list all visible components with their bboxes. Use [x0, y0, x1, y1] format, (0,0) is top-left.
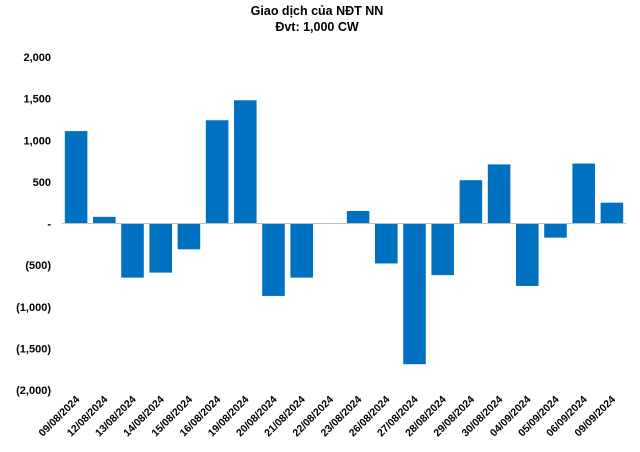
- bar: [431, 223, 454, 276]
- bar: [262, 223, 285, 296]
- y-tick-label: (1,000): [16, 302, 51, 314]
- bars: [64, 100, 624, 365]
- bar: [544, 223, 567, 238]
- y-axis: 2,000 1,500 1,000 500 - (500) (1,000) (1,500) (2…: [16, 52, 51, 397]
- y-tick-label: (1,500): [16, 343, 51, 355]
- bar: [121, 223, 144, 278]
- y-tick-label: 1,000: [23, 135, 51, 147]
- bar: [375, 223, 398, 264]
- y-tick-label: -: [47, 219, 51, 231]
- bar: [516, 223, 539, 286]
- y-tick-label: 2,000: [23, 52, 51, 64]
- bar: [177, 223, 201, 250]
- bar: [572, 163, 595, 224]
- y-tick-label: (2,000): [16, 385, 51, 397]
- bar: [487, 164, 511, 224]
- bar: [93, 216, 116, 224]
- x-axis: 09/08/202412/08/202413/08/202414/08/2024…: [37, 394, 619, 440]
- y-tick-label: 500: [33, 177, 51, 189]
- y-tick-label: 1,500: [23, 94, 51, 106]
- bar: [64, 131, 88, 224]
- chart-title: Giao dịch của NĐT NN: [251, 4, 384, 18]
- bar: [459, 180, 483, 224]
- y-tick-label: (500): [25, 260, 51, 272]
- bar: [346, 211, 370, 224]
- chart-subtitle: Đvt: 1,000 CW: [275, 20, 359, 34]
- bar: [205, 120, 229, 224]
- bar: [290, 223, 313, 278]
- bar: [403, 223, 426, 365]
- bar: [600, 202, 624, 224]
- bar: [234, 100, 257, 224]
- bar: [149, 223, 172, 273]
